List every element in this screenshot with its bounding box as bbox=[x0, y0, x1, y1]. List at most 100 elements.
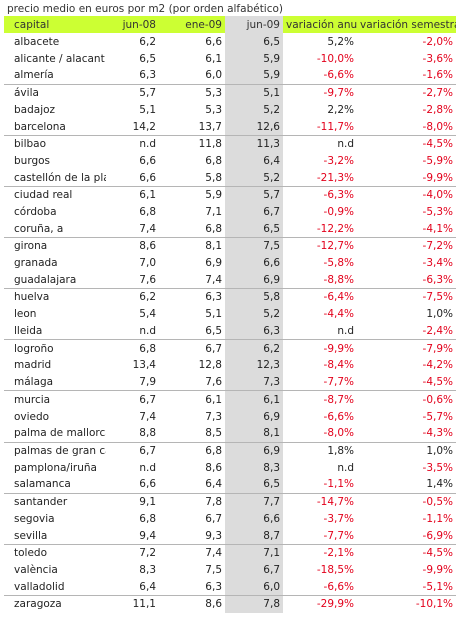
cell-variacion-anual: -8,8% bbox=[323, 273, 354, 286]
cell-jun08: 6,8 bbox=[106, 339, 159, 357]
cell-ene09: 6,0 bbox=[205, 69, 222, 82]
cell-capital: sevilla bbox=[14, 529, 48, 542]
cell-capital: zaragoza bbox=[4, 595, 106, 613]
cell-variacion-semestral: -4,3% bbox=[422, 427, 453, 440]
cell-variacion-anual: -6,6% bbox=[323, 580, 354, 593]
header-jun09: jun-09 bbox=[225, 16, 283, 33]
table-row: córdoba 6,8 7,1 6,7 -0,9% -5,3% bbox=[4, 203, 456, 221]
cell-ene09: 12,8 bbox=[198, 359, 222, 372]
cell-variacion-anual: n.d bbox=[337, 325, 354, 338]
cell-variacion-semestral: -5,3% bbox=[422, 205, 453, 218]
cell-jun09: 6,5 bbox=[225, 476, 283, 494]
cell-variacion-anual: -18,5% bbox=[316, 563, 354, 576]
cell-capital: ciudad real bbox=[4, 185, 106, 204]
cell-variacion-anual: -14,7% bbox=[283, 492, 357, 511]
cell-variacion-semestral: -9,9% bbox=[422, 563, 453, 576]
cell-variacion-semestral: 1,4% bbox=[426, 478, 453, 491]
cell-variacion-semestral: -0,6% bbox=[357, 390, 456, 409]
table-row: toledo 7,2 7,4 7,1 -2,1% -4,5% bbox=[4, 543, 456, 562]
cell-jun09: 5,7 bbox=[225, 185, 283, 204]
cell-ene09: 6,8 bbox=[205, 154, 222, 167]
table-row: girona 8,6 8,1 7,5 -12,7% -7,2% bbox=[4, 237, 456, 255]
cell-variacion-anual: -9,9% bbox=[283, 339, 357, 357]
cell-variacion-anual: -2,1% bbox=[283, 543, 357, 562]
cell-jun09: 7,1 bbox=[225, 543, 283, 562]
cell-variacion-semestral: -3,6% bbox=[422, 52, 453, 65]
table-row: albacete 6,2 6,6 6,5 5,2% -2,0% bbox=[4, 33, 456, 51]
cell-jun08: 6,4 bbox=[139, 580, 156, 593]
cell-jun09: 6,7 bbox=[225, 203, 283, 221]
table-row: zaragoza 11,1 8,6 7,8 -29,9% -10,1% bbox=[4, 595, 456, 613]
cell-ene09: 5,1 bbox=[205, 308, 222, 321]
table-row: oviedo 7,4 7,3 6,9 -6,6% -5,7% bbox=[4, 408, 456, 426]
cell-ene09: 8,5 bbox=[205, 427, 222, 440]
cell-variacion-anual: -6,3% bbox=[283, 185, 357, 204]
header-variacion-anual: variación anual bbox=[286, 18, 357, 31]
cell-jun09: 6,6 bbox=[225, 510, 283, 528]
cell-variacion-semestral: -5,1% bbox=[422, 580, 453, 593]
cell-variacion-anual: -7,7% bbox=[323, 529, 354, 542]
cell-jun08: 5,1 bbox=[139, 103, 156, 116]
cell-variacion-anual: -11,7% bbox=[316, 120, 354, 133]
cell-variacion-anual: -10,0% bbox=[316, 52, 354, 65]
cell-jun08: 6,2 bbox=[139, 35, 156, 48]
cell-capital: toledo bbox=[4, 543, 106, 562]
header-jun08: jun-08 bbox=[122, 18, 156, 31]
table-row: sevilla 9,4 9,3 8,7 -7,7% -6,9% bbox=[4, 527, 456, 545]
table-row: lleida n.d 6,5 6,3 n.d -2,4% bbox=[4, 322, 456, 340]
cell-variacion-semestral: 1,0% bbox=[357, 441, 456, 460]
header-row: capital jun-08 ene-09 jun-09 variación a… bbox=[4, 16, 456, 33]
cell-jun08: n.d bbox=[106, 134, 159, 153]
cell-jun08: 5,7 bbox=[106, 83, 159, 102]
cell-jun08: 6,6 bbox=[139, 478, 156, 491]
cell-variacion-anual: n.d bbox=[283, 134, 357, 153]
cell-variacion-semestral: -8,0% bbox=[422, 120, 453, 133]
cell-variacion-semestral: -4,5% bbox=[422, 376, 453, 389]
cell-ene09: 6,7 bbox=[205, 512, 222, 525]
table-row: salamanca 6,6 6,4 6,5 -1,1% 1,4% bbox=[4, 476, 456, 494]
cell-ene09: 8,1 bbox=[159, 237, 225, 255]
cell-jun08: n.d bbox=[139, 325, 156, 338]
cell-jun09: 12,3 bbox=[225, 356, 283, 374]
cell-variacion-anual: -8,4% bbox=[323, 359, 354, 372]
cell-variacion-semestral: -5,7% bbox=[422, 410, 453, 423]
cell-variacion-anual: -3,7% bbox=[323, 512, 354, 525]
cell-jun09: 7,3 bbox=[225, 373, 283, 391]
cell-jun08: 9,4 bbox=[139, 529, 156, 542]
cell-capital: pamplona/iruña bbox=[14, 461, 97, 474]
cell-capital: almería bbox=[14, 69, 54, 82]
table-row: madrid 13,4 12,8 12,3 -8,4% -4,2% bbox=[4, 356, 456, 374]
cell-jun08: 6,1 bbox=[106, 185, 159, 204]
cell-capital: huelva bbox=[4, 288, 106, 306]
cell-jun09: 5,2 bbox=[225, 305, 283, 323]
table-row: ciudad real 6,1 5,9 5,7 -6,3% -4,0% bbox=[4, 185, 456, 204]
cell-capital: badajoz bbox=[14, 103, 56, 116]
cell-jun08: 6,8 bbox=[139, 205, 156, 218]
header-ene09: ene-09 bbox=[185, 18, 222, 31]
table-row: barcelona 14,2 13,7 12,6 -11,7% -8,0% bbox=[4, 118, 456, 136]
cell-jun09: 12,6 bbox=[225, 118, 283, 136]
cell-ene09: 5,3 bbox=[159, 83, 225, 102]
cell-jun08: 6,7 bbox=[106, 390, 159, 409]
cell-ene09: 5,3 bbox=[205, 103, 222, 116]
cell-variacion-semestral: -0,5% bbox=[357, 492, 456, 511]
cell-jun08: 7,0 bbox=[139, 257, 156, 270]
cell-jun09: 6,9 bbox=[225, 441, 283, 460]
cell-variacion-anual: -29,9% bbox=[283, 595, 357, 613]
cell-jun08: 5,4 bbox=[139, 308, 156, 321]
cell-variacion-anual: -0,9% bbox=[323, 205, 354, 218]
cell-capital: leon bbox=[14, 308, 37, 321]
cell-variacion-semestral: -1,6% bbox=[422, 69, 453, 82]
cell-variacion-anual: 2,2% bbox=[327, 103, 354, 116]
cell-jun09: 5,9 bbox=[225, 50, 283, 68]
cell-capital: córdoba bbox=[14, 205, 57, 218]
cell-jun09: 6,2 bbox=[225, 339, 283, 357]
table-caption: precio medio en euros por m2 (por orden … bbox=[7, 3, 284, 15]
cell-variacion-semestral: -9,9% bbox=[422, 171, 453, 184]
cell-variacion-semestral: -3,4% bbox=[422, 257, 453, 270]
price-table: capital jun-08 ene-09 jun-09 variación a… bbox=[4, 16, 456, 613]
cell-capital: alicante / alacant bbox=[14, 52, 105, 65]
cell-capital: málaga bbox=[14, 376, 54, 389]
cell-jun09: 7,7 bbox=[225, 492, 283, 511]
cell-ene09: 7,4 bbox=[205, 273, 222, 286]
